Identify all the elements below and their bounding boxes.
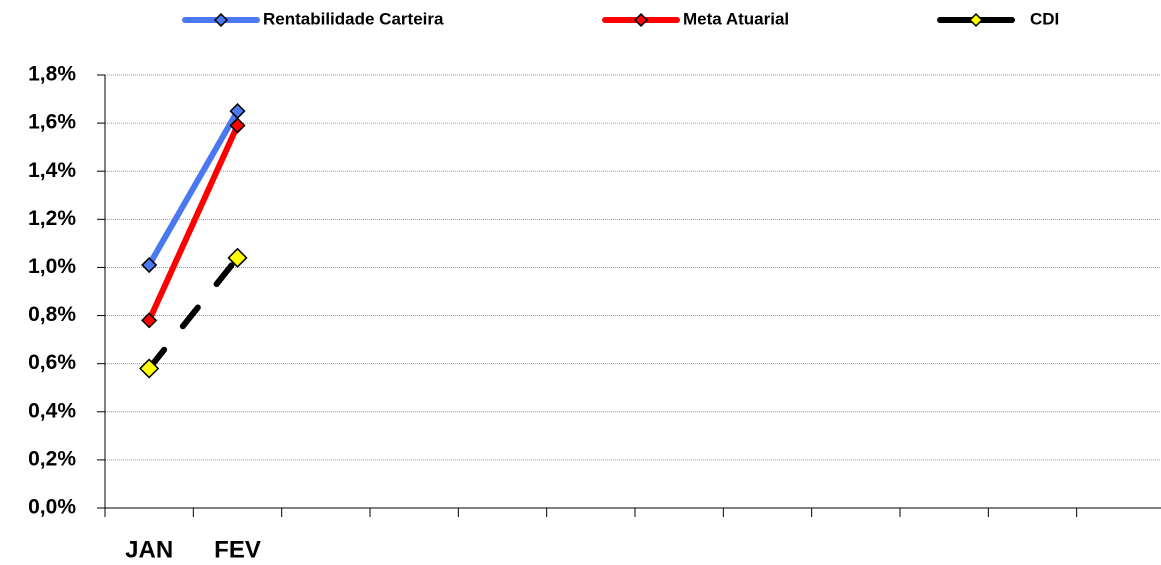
marker <box>227 247 248 268</box>
legend-label: Rentabilidade Carteira <box>263 9 444 28</box>
y-tick-label: 1,0% <box>28 255 76 278</box>
series-line <box>146 108 241 269</box>
legend-label: CDI <box>1030 9 1059 28</box>
series-line <box>146 254 241 372</box>
y-tick-label: 1,2% <box>28 207 76 230</box>
y-tick-label: 0,6% <box>28 351 76 374</box>
y-tick-label: 0,8% <box>28 303 76 326</box>
legend-marker <box>213 12 229 28</box>
marker <box>141 312 158 329</box>
marker <box>229 117 246 134</box>
marker <box>141 256 158 274</box>
y-tick-label: 0,2% <box>28 447 76 470</box>
x-tick-label: FEV <box>214 536 261 563</box>
x-tick-label: JAN <box>125 536 173 563</box>
legend-label: Meta Atuarial <box>683 9 789 28</box>
legend-marker <box>968 12 984 28</box>
y-tick-label: 1,4% <box>28 159 76 182</box>
y-tick-label: 0,0% <box>28 496 76 519</box>
y-tick-label: 0,4% <box>28 399 76 422</box>
series-line <box>146 122 241 324</box>
y-tick-label: 1,6% <box>28 111 76 134</box>
marker <box>139 358 160 379</box>
y-tick-label: 1,8% <box>28 63 76 86</box>
legend-marker <box>633 12 649 28</box>
